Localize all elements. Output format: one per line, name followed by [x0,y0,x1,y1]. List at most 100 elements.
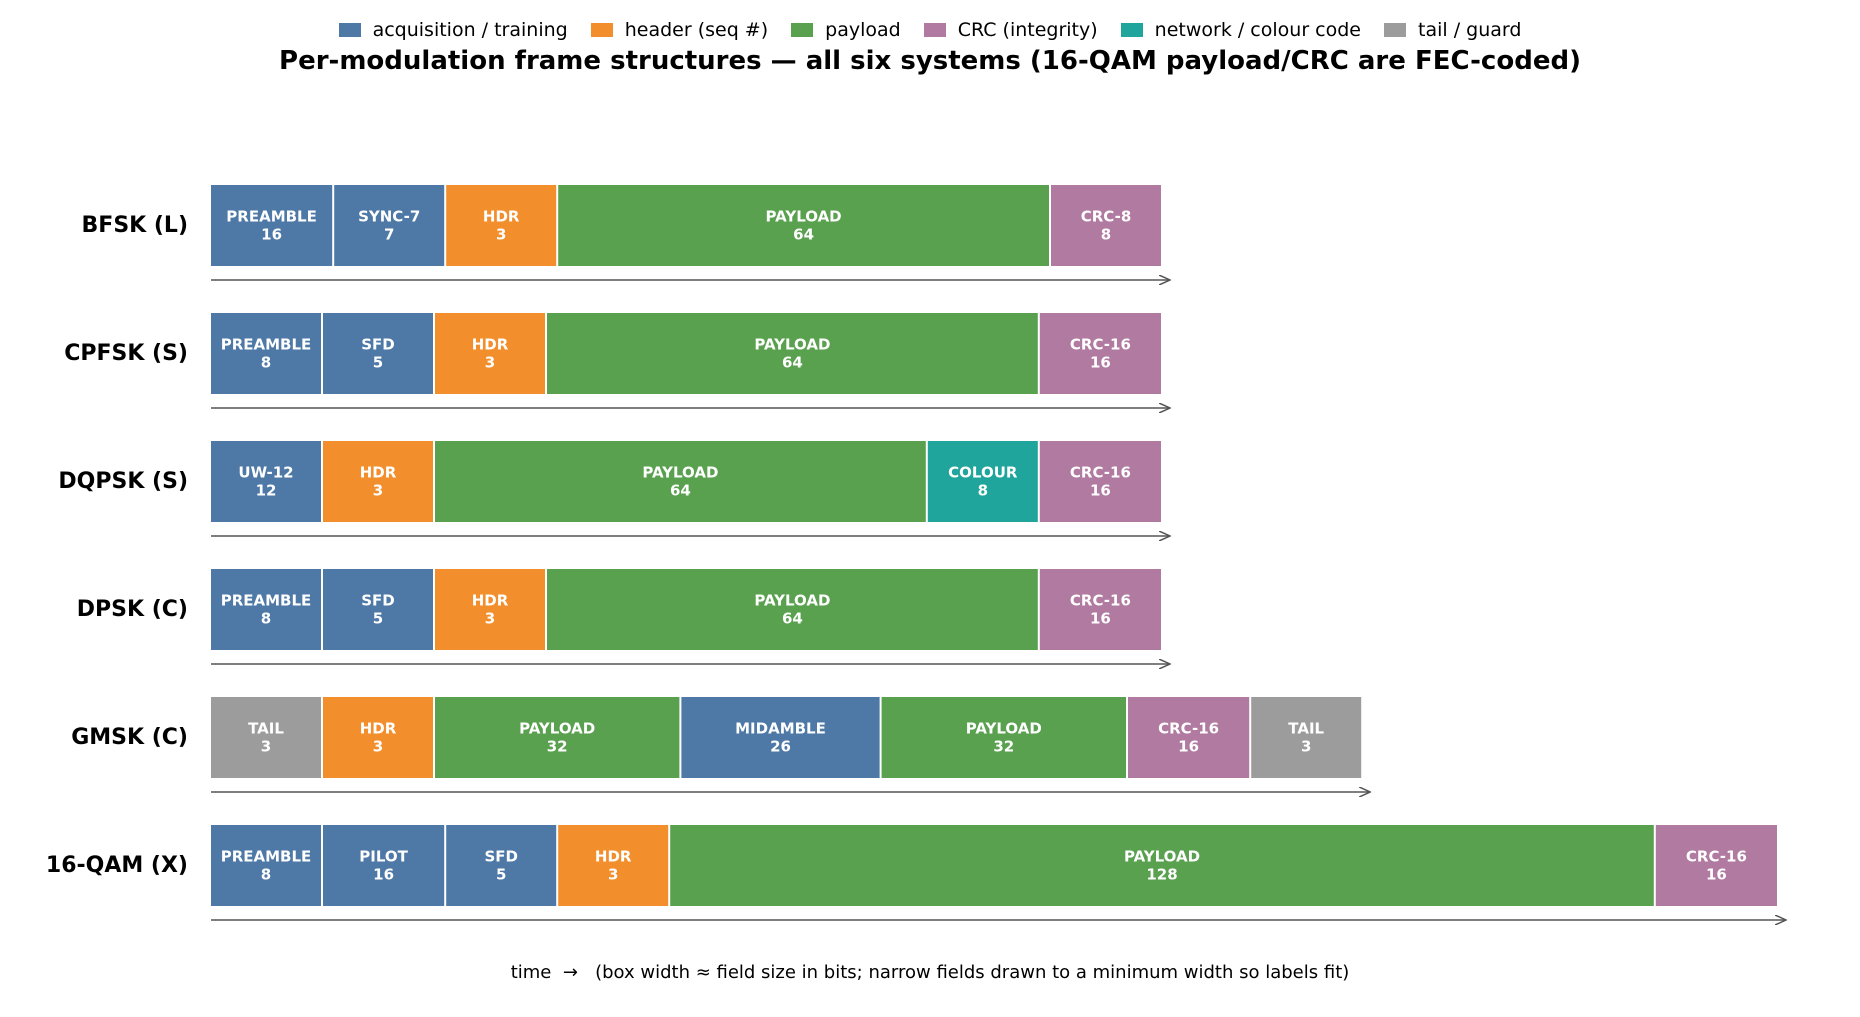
diagram-title: Per-modulation frame structures — all si… [279,46,1581,76]
legend-label: payload [825,19,901,41]
field-box [211,185,333,266]
legend-item: network / colour code [1120,19,1361,41]
field-box [211,441,321,522]
field-bits: 8 [1101,226,1111,244]
field-box [323,441,433,522]
legend-label: tail / guard [1418,19,1522,41]
field-name: CRC-16 [1686,848,1747,866]
field-name: TAIL [1288,720,1324,738]
field-name: CRC-16 [1070,464,1131,482]
field-name: COLOUR [948,464,1018,482]
field-name: CRC-16 [1070,592,1131,610]
legend-item: header (seq #) [590,19,769,41]
field-name: PAYLOAD [519,720,595,738]
legend-item: tail / guard [1384,19,1521,41]
field-box [1251,697,1362,778]
legend: acquisition / training header (seq #) payl… [0,17,1860,43]
system-label: DPSK (C) [77,597,188,622]
field-bits: 3 [608,866,618,884]
legend-swatch [1384,23,1406,37]
field-box [1039,569,1161,650]
field-box [547,569,1038,650]
system-label: 16-QAM (X) [46,853,188,878]
field-name: HDR [595,848,632,866]
legend-label: CRC (integrity) [957,19,1098,41]
field-name: PREAMBLE [226,208,317,226]
field-name: CRC-8 [1081,208,1132,226]
legend-label: acquisition / training [372,19,568,41]
field-box [446,825,557,906]
legend-label: header (seq #) [624,19,769,41]
field-bits: 3 [496,226,506,244]
field-bits: 16 [1706,866,1727,884]
legend-swatch [590,23,613,37]
diagram-caption: time → (box width ≈ field size in bits; … [510,962,1350,983]
field-box [558,825,669,906]
field-bits: 7 [384,226,394,244]
field-bits: 8 [978,482,988,500]
field-bits: 64 [793,226,814,244]
field-name: PREAMBLE [221,336,312,354]
field-box [435,697,680,778]
field-name: SYNC-7 [358,208,420,226]
legend-label: network / colour code [1154,19,1361,41]
field-name: TAIL [248,720,284,738]
field-bits: 3 [373,738,383,756]
field-box [435,441,926,522]
field-box [323,313,433,394]
field-name: PAYLOAD [1124,848,1200,866]
field-name: PAYLOAD [754,592,830,610]
legend-item: acquisition / training [338,19,568,41]
field-bits: 8 [261,610,271,628]
field-bits: 3 [485,354,495,372]
field-bits: 26 [770,738,791,756]
field-name: PILOT [359,848,408,866]
frame-row: 16-QAM (X) PREAMBLE8PILOT16SFD5HDR3PAYLOA… [46,825,1786,920]
field-name: HDR [360,464,397,482]
field-name: SFD [484,848,518,866]
field-box [323,825,445,906]
field-bits: 3 [261,738,271,756]
field-name: SFD [361,336,395,354]
system-label: GMSK (C) [71,725,188,750]
field-box [927,441,1038,522]
field-box [670,825,1654,906]
system-label: BFSK (L) [82,213,188,238]
field-box [323,569,433,650]
field-box [681,697,880,778]
field-box [1655,825,1777,906]
field-box [334,185,445,266]
field-bits: 5 [373,610,383,628]
field-box [881,697,1126,778]
field-name: CRC-16 [1158,720,1219,738]
field-bits: 3 [1301,738,1311,756]
field-box [1051,185,1161,266]
field-box [1128,697,1250,778]
field-bits: 3 [373,482,383,500]
field-bits: 128 [1146,866,1177,884]
field-box [446,185,557,266]
field-name: UW-12 [238,464,293,482]
field-box [211,569,321,650]
legend-swatch [923,23,946,37]
field-name: SFD [361,592,395,610]
field-box [547,313,1038,394]
field-bits: 12 [256,482,277,500]
field-name: HDR [472,592,509,610]
field-name: HDR [360,720,397,738]
field-bits: 32 [993,738,1014,756]
field-bits: 64 [782,610,803,628]
field-box [323,697,433,778]
field-name: PAYLOAD [966,720,1042,738]
field-box [211,697,321,778]
field-box [435,569,545,650]
system-label: DQPSK (S) [58,469,188,494]
field-box [1039,441,1161,522]
frame-row: GMSK (C) TAIL3HDR3PAYLOAD32MIDAMBLE26PAYL… [71,697,1370,792]
field-name: PREAMBLE [221,592,312,610]
legend-swatch [338,23,361,37]
